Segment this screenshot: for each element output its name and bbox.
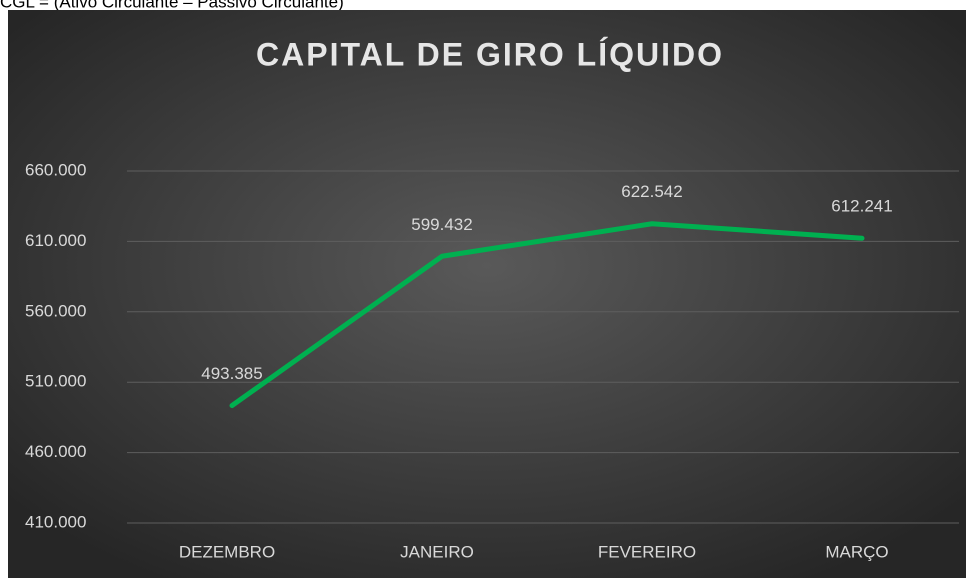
- y-tick-label: 610.000: [25, 231, 86, 250]
- y-tick-label: 560.000: [25, 301, 86, 320]
- chart-background: [8, 10, 966, 578]
- data-label: 612.241: [831, 197, 892, 216]
- y-tick-label: 510.000: [25, 372, 86, 391]
- data-label: 493.385: [201, 364, 262, 383]
- x-tick-label: MARÇO: [825, 542, 888, 561]
- x-tick-label: FEVEREIRO: [598, 542, 696, 561]
- y-tick-label: 460.000: [25, 442, 86, 461]
- x-tick-label: JANEIRO: [400, 542, 474, 561]
- x-tick-label: DEZEMBRO: [179, 542, 275, 561]
- y-tick-label: 410.000: [25, 512, 86, 531]
- line: [229, 221, 865, 409]
- formula: CGL = (Ativo Circulante – Passivo Circul…: [0, 0, 344, 11]
- data-label: 599.432: [411, 215, 472, 234]
- chart-title: CAPITAL DE GIRO LÍQUIDO: [256, 36, 724, 72]
- y-tick-label: 660.000: [25, 160, 86, 179]
- data-label: 622.542: [621, 182, 682, 201]
